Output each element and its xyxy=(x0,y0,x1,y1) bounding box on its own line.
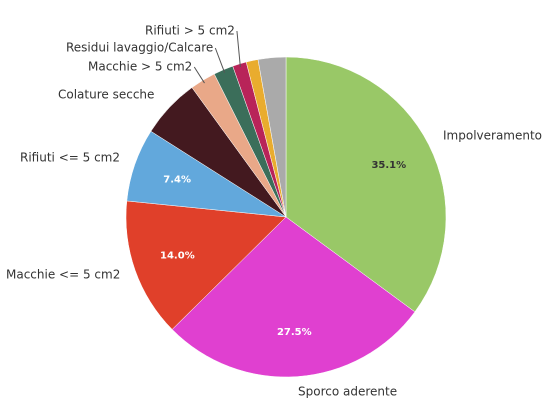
slice-label: Macchie <= 5 cm2 xyxy=(6,268,120,282)
slice-label: Macchie > 5 cm2 xyxy=(88,60,192,74)
leader-line xyxy=(193,66,205,84)
slice-label: Colature secche xyxy=(58,88,154,102)
value-label: 27.5% xyxy=(277,327,312,338)
pie-slice xyxy=(125,200,287,330)
value-label: 14.0% xyxy=(160,250,195,261)
value-label: 7.4% xyxy=(163,174,191,185)
leader-line xyxy=(214,47,226,73)
slice-label: Sporco aderente xyxy=(298,385,397,399)
slice-label: Impolveramento xyxy=(443,129,542,143)
pie-slice xyxy=(171,216,416,378)
slice-label: Residui lavaggio/Calcare xyxy=(66,41,213,55)
pie-slice xyxy=(285,56,447,313)
slice-label: Rifiuti <= 5 cm2 xyxy=(20,151,120,165)
slice-label: Rifiuti > 5 cm2 xyxy=(145,24,235,38)
value-label: 35.1% xyxy=(371,160,406,171)
pie-slice xyxy=(257,56,287,218)
leader-line xyxy=(236,30,241,68)
